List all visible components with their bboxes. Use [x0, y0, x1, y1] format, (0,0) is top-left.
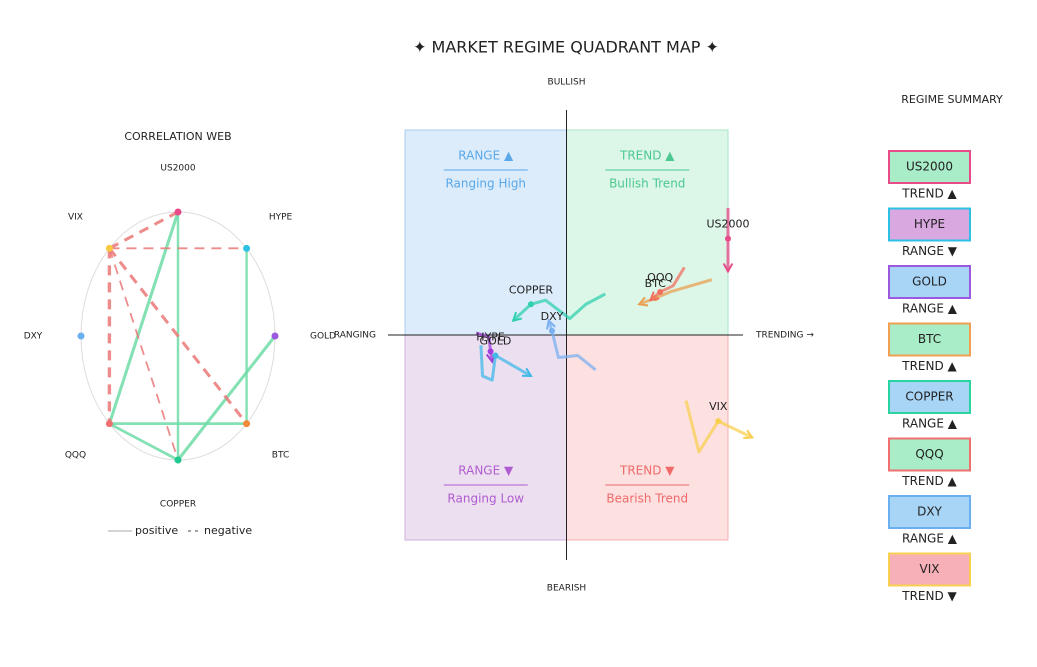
legend-label: negative: [204, 524, 252, 537]
trail-label: QQQ: [647, 271, 673, 284]
web-node-label: DXY: [24, 332, 43, 342]
trail-head: [548, 327, 555, 334]
trail-arrow: [743, 429, 755, 439]
web-node: [243, 244, 251, 252]
summary-regime: RANGE ▲: [902, 417, 958, 431]
web-node: [174, 208, 182, 216]
summary-regime: RANGE ▲: [902, 302, 958, 316]
quadrant-regime: RANGE ▲: [458, 149, 514, 163]
web-node: [77, 332, 85, 340]
axis-label: RANGING: [334, 331, 376, 341]
web-node-label: HYPE: [269, 213, 293, 223]
web-title: CORRELATION WEB: [124, 130, 231, 143]
axis-label: BEARISH: [547, 584, 586, 594]
summary-regime: TREND ▲: [901, 474, 957, 488]
corr-edge: [108, 422, 179, 462]
trail: [479, 345, 532, 382]
web-node-label: VIX: [68, 213, 83, 223]
summary-regime: TREND ▲: [901, 359, 957, 373]
trail-label: DXY: [541, 310, 564, 323]
summary-box: [888, 495, 971, 529]
trail: [547, 320, 597, 372]
summary-box: [888, 207, 971, 242]
summary-name: BTC: [918, 332, 941, 346]
quadrant: [404, 334, 567, 541]
summary-box: [888, 265, 971, 299]
trail-head: [527, 301, 534, 308]
trail-label: VIX: [709, 400, 728, 413]
web-node: [243, 420, 251, 428]
web-node-label: GOLD: [310, 332, 336, 342]
trail-label: HYPE: [476, 330, 505, 343]
summary-name: GOLD: [912, 275, 947, 289]
quadrant-regime: TREND ▲: [619, 149, 675, 163]
quadrant-label: Ranging Low: [447, 492, 524, 506]
web-node-label: COPPER: [160, 500, 196, 510]
trail: [684, 400, 753, 454]
trail-head: [487, 348, 494, 355]
page-title: ✦ MARKET REGIME QUADRANT MAP ✦: [413, 38, 719, 57]
summary-regime: TREND ▼: [901, 589, 957, 603]
trail: [649, 266, 686, 302]
summary-box: [888, 380, 971, 414]
web-node-label: QQQ: [65, 450, 86, 460]
summary-name: HYPE: [914, 217, 945, 231]
corr-edge: [107, 211, 180, 425]
summary-name: COPPER: [905, 390, 953, 404]
legend-label: positive: [135, 524, 178, 537]
trail-head: [715, 418, 722, 425]
axis-label: BULLISH: [548, 78, 586, 88]
trail: [475, 331, 494, 362]
summary-box: [888, 552, 971, 587]
summary-name: DXY: [917, 505, 942, 519]
web-node-label: BTC: [272, 450, 289, 460]
trail: [512, 292, 606, 322]
web-node-label: US2000: [160, 164, 195, 174]
trail-arrow: [648, 291, 660, 302]
summary-regime: TREND ▲: [901, 187, 957, 201]
trail-head: [725, 235, 731, 242]
trail-arrow: [722, 263, 734, 274]
trail-arrow: [546, 318, 556, 330]
corr-edge: [108, 247, 248, 425]
web-node: [174, 456, 182, 464]
summary-title: REGIME SUMMARY: [901, 93, 1003, 106]
summary-box: [888, 437, 971, 472]
summary-name: US2000: [906, 160, 953, 174]
web-node: [105, 244, 113, 252]
trail-label: GOLD: [480, 335, 512, 348]
trail-head: [657, 288, 664, 295]
web-node: [105, 420, 113, 428]
summary-name: VIX: [920, 562, 940, 576]
summary-regime: RANGE ▼: [902, 244, 958, 258]
quadrant-regime: RANGE ▼: [458, 464, 514, 478]
trail-label: BTC: [645, 277, 667, 290]
quadrant-label: Bullish Trend: [609, 177, 685, 191]
trail-head: [492, 352, 499, 359]
trail-arrow: [521, 367, 533, 378]
summary-name: QQQ: [915, 447, 943, 461]
trail-arrow: [637, 296, 649, 307]
summary-box: [888, 322, 971, 357]
quadrant-label: Bearish Trend: [606, 492, 688, 506]
trail-arrow: [511, 311, 523, 323]
corr-edge: [108, 248, 179, 461]
summary-box: [888, 150, 971, 184]
corr-edge: [108, 210, 179, 250]
trail-label: COPPER: [509, 283, 554, 296]
axis-label: TRENDING →: [755, 331, 814, 341]
summary-regime: RANGE ▲: [902, 532, 958, 546]
trail-label: US2000: [706, 218, 749, 231]
web-node: [271, 332, 279, 340]
quadrant-regime: TREND ▼: [619, 464, 675, 478]
quadrant-label: Ranging High: [445, 177, 526, 191]
